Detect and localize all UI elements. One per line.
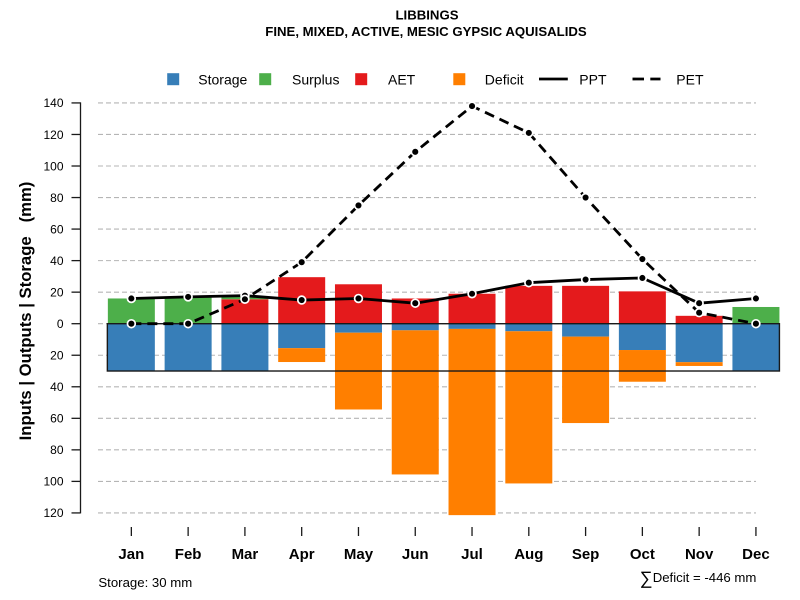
svg-text:120: 120 xyxy=(43,128,63,142)
svg-text:20: 20 xyxy=(50,285,64,299)
svg-text:Storage: Storage xyxy=(198,71,247,87)
svg-text:Jun: Jun xyxy=(402,546,429,563)
svg-text:AET: AET xyxy=(388,71,416,87)
svg-text:Oct: Oct xyxy=(630,546,655,563)
svg-text:80: 80 xyxy=(50,443,64,457)
svg-text:40: 40 xyxy=(50,380,64,394)
svg-text:∑: ∑ xyxy=(640,568,653,588)
svg-text:Storage: 30 mm: Storage: 30 mm xyxy=(98,575,192,590)
svg-text:Deficit = -446 mm: Deficit = -446 mm xyxy=(653,570,757,585)
svg-text:FINE, MIXED, ACTIVE, MESIC GYP: FINE, MIXED, ACTIVE, MESIC GYPSIC AQUISA… xyxy=(265,24,587,39)
svg-text:Dec: Dec xyxy=(742,546,770,563)
svg-text:0: 0 xyxy=(57,317,64,331)
svg-text:Feb: Feb xyxy=(175,546,202,563)
svg-text:120: 120 xyxy=(43,506,63,520)
svg-text:60: 60 xyxy=(50,222,64,236)
svg-text:PET: PET xyxy=(676,71,704,87)
svg-text:40: 40 xyxy=(50,254,64,268)
svg-text:Inputs | Outputs | Storage (: Inputs | Outputs | Storage (mm) xyxy=(16,182,35,441)
svg-text:100: 100 xyxy=(43,159,63,173)
svg-text:20: 20 xyxy=(50,349,64,363)
svg-text:Sep: Sep xyxy=(572,546,600,563)
svg-text:140: 140 xyxy=(43,96,63,110)
svg-text:Jan: Jan xyxy=(118,546,144,563)
svg-text:Deficit: Deficit xyxy=(485,71,524,87)
svg-text:Apr: Apr xyxy=(289,546,315,563)
svg-text:60: 60 xyxy=(50,412,64,426)
svg-text:Jul: Jul xyxy=(461,546,483,563)
svg-text:100: 100 xyxy=(43,475,63,489)
svg-text:LIBBINGS: LIBBINGS xyxy=(395,8,458,23)
svg-text:Aug: Aug xyxy=(514,546,543,563)
svg-text:Mar: Mar xyxy=(232,546,259,563)
svg-text:Nov: Nov xyxy=(685,546,714,563)
svg-text:May: May xyxy=(344,546,374,563)
svg-text:80: 80 xyxy=(50,191,64,205)
svg-text:PPT: PPT xyxy=(579,71,607,87)
svg-text:Surplus: Surplus xyxy=(292,71,339,87)
